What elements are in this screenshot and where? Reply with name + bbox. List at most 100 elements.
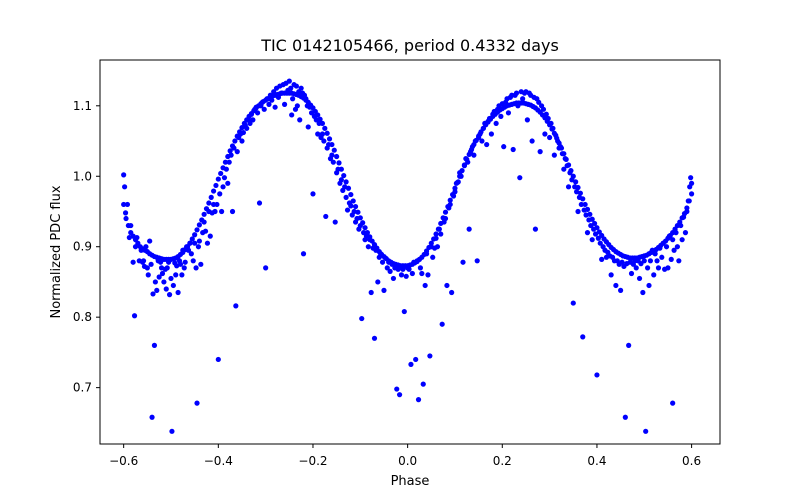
data-point — [149, 414, 155, 420]
data-point — [586, 217, 592, 223]
data-point — [572, 184, 578, 190]
data-point — [343, 179, 349, 185]
data-point — [253, 104, 259, 110]
data-point — [226, 159, 232, 165]
data-point — [384, 265, 390, 271]
data-point — [368, 289, 374, 296]
data-point — [674, 244, 681, 250]
data-point — [294, 103, 300, 109]
data-point — [132, 244, 139, 250]
data-point — [300, 251, 307, 257]
data-point — [232, 138, 238, 144]
data-point — [225, 180, 231, 186]
data-point — [348, 191, 354, 198]
data-point — [423, 251, 430, 257]
data-point — [551, 152, 557, 158]
x-tick-label: 0.2 — [493, 454, 512, 468]
data-point — [290, 96, 296, 102]
data-point — [640, 289, 646, 296]
data-point — [321, 138, 327, 144]
data-point — [433, 231, 439, 237]
data-point — [131, 313, 138, 319]
data-point — [247, 120, 253, 127]
data-point — [354, 215, 360, 222]
data-point — [498, 113, 504, 119]
data-point — [477, 131, 483, 137]
data-point — [234, 149, 240, 155]
data-point — [161, 279, 167, 285]
data-point — [145, 272, 151, 278]
x-tick-label: 0.0 — [398, 454, 417, 468]
data-point — [316, 120, 322, 127]
data-point — [269, 97, 275, 103]
data-point — [665, 265, 671, 271]
data-point — [433, 235, 439, 241]
data-point — [599, 256, 605, 262]
data-point — [324, 130, 330, 136]
data-points — [121, 78, 695, 434]
data-point — [684, 208, 690, 215]
data-point — [685, 198, 691, 204]
data-point — [150, 291, 156, 297]
data-point — [682, 230, 689, 236]
data-point — [326, 136, 333, 142]
x-tick-label: −0.4 — [204, 454, 233, 468]
data-point — [668, 256, 674, 262]
data-point — [559, 151, 566, 157]
data-point — [442, 209, 449, 215]
chart-title: TIC 0142105466, period 0.4332 days — [260, 36, 559, 55]
data-point — [121, 172, 127, 178]
y-tick-label: 0.9 — [73, 240, 92, 254]
data-point — [240, 129, 246, 136]
data-point — [550, 125, 556, 131]
data-point — [379, 259, 386, 265]
data-point — [573, 179, 579, 185]
data-point — [455, 179, 461, 185]
data-point — [597, 240, 603, 246]
data-point — [343, 194, 349, 200]
data-point — [261, 106, 267, 112]
data-point — [223, 166, 229, 172]
data-point — [338, 177, 344, 183]
data-point — [401, 308, 407, 315]
data-point — [447, 201, 453, 208]
data-point — [633, 265, 639, 271]
data-point — [152, 279, 158, 285]
data-point — [660, 240, 666, 246]
data-point — [469, 144, 476, 150]
y-axis-ticks: 0.7 0.8 0.9 1.0 1.1 — [73, 99, 100, 395]
data-point — [688, 175, 694, 181]
data-point — [420, 381, 426, 387]
x-axis-label: Phase — [391, 474, 430, 489]
data-point — [395, 266, 401, 272]
data-point — [182, 259, 188, 265]
data-point — [202, 228, 209, 234]
data-point — [147, 238, 153, 244]
data-point — [513, 90, 520, 96]
y-tick-label: 0.8 — [73, 310, 92, 324]
data-point — [281, 101, 288, 107]
data-point — [524, 117, 530, 123]
data-point — [138, 247, 144, 253]
data-point — [680, 214, 687, 220]
data-point — [267, 92, 273, 98]
data-point — [156, 274, 162, 280]
data-point — [427, 353, 433, 359]
data-point — [192, 232, 198, 238]
data-point — [529, 138, 535, 144]
data-point — [567, 170, 573, 176]
x-tick-label: 0.6 — [682, 454, 701, 468]
data-point — [439, 321, 445, 327]
data-point — [334, 153, 340, 160]
data-point — [201, 211, 207, 217]
data-point — [461, 163, 468, 169]
data-point — [164, 265, 170, 271]
data-point — [248, 111, 255, 117]
data-point — [670, 237, 676, 243]
data-point — [310, 191, 316, 197]
data-point — [220, 184, 226, 190]
data-point — [244, 125, 250, 131]
data-point — [394, 386, 400, 392]
data-point — [308, 110, 315, 116]
data-point — [359, 315, 365, 322]
